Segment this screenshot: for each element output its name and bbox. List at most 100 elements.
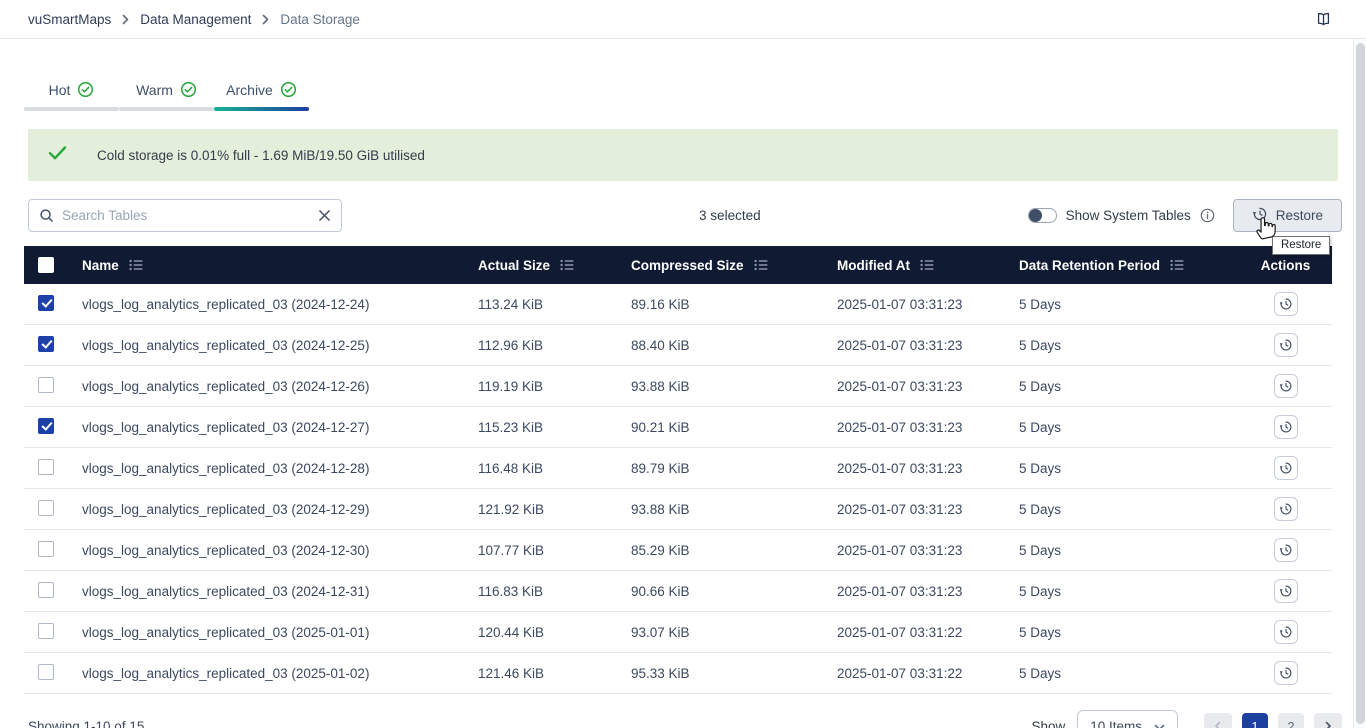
breadcrumb: vuSmartMaps Data Management Data Storage: [28, 12, 360, 27]
restore-button[interactable]: Restore: [1232, 199, 1342, 232]
row-checkbox[interactable]: [38, 540, 54, 557]
table-header-row: Name Actual Size Compressed Size Modifie…: [24, 246, 1332, 284]
column-filter-icon[interactable]: [560, 259, 574, 271]
tab-label: Archive: [226, 81, 273, 98]
check-circle-icon: [77, 81, 94, 98]
row-restore-button[interactable]: [1273, 374, 1298, 398]
table-controls: 3 selected Show System Tables Restore: [24, 199, 1342, 232]
row-restore-button[interactable]: [1273, 661, 1298, 685]
row-checkbox[interactable]: [38, 294, 54, 311]
chevron-right-icon: [121, 14, 130, 25]
row-name: vlogs_log_analytics_replicated_03 (2024-…: [82, 501, 370, 517]
table-row: vlogs_log_analytics_replicated_03 (2024-…: [24, 530, 1332, 571]
row-restore-button[interactable]: [1273, 456, 1298, 480]
tab-hot[interactable]: Hot: [24, 75, 119, 111]
page-2-button[interactable]: 2: [1278, 713, 1304, 728]
row-actual-size: 116.48 KiB: [478, 460, 544, 476]
row-checkbox[interactable]: [38, 581, 54, 598]
row-compressed-size: 89.16 KiB: [631, 296, 690, 312]
row-modified-at: 2025-01-07 03:31:23: [837, 378, 963, 394]
column-filter-icon[interactable]: [753, 259, 768, 271]
restore-button-label: Restore: [1275, 208, 1323, 223]
search-input[interactable]: [62, 208, 310, 223]
row-name: vlogs_log_analytics_replicated_03 (2024-…: [82, 583, 370, 599]
row-checkbox[interactable]: [38, 499, 54, 516]
row-compressed-size: 90.66 KiB: [631, 583, 690, 599]
row-checkbox[interactable]: [38, 622, 54, 639]
row-modified-at: 2025-01-07 03:31:23: [837, 296, 963, 312]
table-row: vlogs_log_analytics_replicated_03 (2024-…: [24, 448, 1332, 489]
table-row: vlogs_log_analytics_replicated_03 (2024-…: [24, 284, 1332, 325]
row-checkbox[interactable]: [38, 335, 54, 352]
row-restore-button[interactable]: [1273, 333, 1298, 357]
next-page-button[interactable]: [1314, 713, 1342, 728]
column-filter-icon[interactable]: [1170, 259, 1184, 271]
cold-storage-status-banner: Cold storage is 0.01% full - 1.69 MiB/19…: [28, 129, 1338, 181]
row-checkbox[interactable]: [38, 663, 54, 680]
pagination: 1 2: [1204, 713, 1342, 728]
row-retention: 5 Days: [1019, 501, 1062, 517]
row-checkbox[interactable]: [38, 417, 54, 434]
tab-underline: [119, 107, 214, 111]
row-compressed-size: 93.88 KiB: [631, 378, 690, 394]
row-modified-at: 2025-01-07 03:31:23: [837, 583, 963, 599]
vertical-scrollbar: [1353, 39, 1366, 728]
row-restore-button[interactable]: [1273, 415, 1298, 439]
search-box: [28, 199, 342, 232]
row-modified-at: 2025-01-07 03:31:23: [837, 501, 963, 517]
row-retention: 5 Days: [1019, 583, 1062, 599]
table-body: vlogs_log_analytics_replicated_03 (2024-…: [24, 284, 1332, 694]
column-header-actual-size: Actual Size: [478, 257, 551, 273]
row-actual-size: 113.24 KiB: [478, 296, 544, 312]
row-restore-button[interactable]: [1273, 497, 1298, 521]
row-checkbox[interactable]: [38, 376, 54, 393]
column-header-modified-at: Modified At: [837, 257, 910, 273]
row-restore-button[interactable]: [1273, 620, 1298, 644]
column-filter-icon[interactable]: [129, 259, 143, 271]
row-compressed-size: 93.07 KiB: [631, 624, 690, 640]
row-compressed-size: 88.40 KiB: [631, 337, 690, 353]
row-restore-button[interactable]: [1273, 292, 1298, 316]
page-size-value: 10 Items: [1090, 718, 1142, 728]
info-icon[interactable]: [1200, 208, 1215, 223]
row-name: vlogs_log_analytics_replicated_03 (2025-…: [82, 665, 370, 681]
row-actual-size: 119.19 KiB: [478, 378, 544, 394]
table-row: vlogs_log_analytics_replicated_03 (2024-…: [24, 489, 1332, 530]
row-name: vlogs_log_analytics_replicated_03 (2024-…: [82, 542, 370, 558]
row-checkbox[interactable]: [38, 458, 54, 475]
tab-warm[interactable]: Warm: [119, 75, 214, 111]
top-bar: vuSmartMaps Data Management Data Storage: [0, 0, 1366, 39]
page-1-button[interactable]: 1: [1242, 713, 1268, 728]
prev-page-button[interactable]: [1204, 713, 1232, 728]
documentation-book-icon[interactable]: [1315, 11, 1332, 28]
scrollbar-thumb[interactable]: [1356, 43, 1365, 724]
select-all-checkbox[interactable]: [38, 257, 54, 273]
page-size-dropdown[interactable]: 10 Items: [1077, 709, 1178, 728]
row-actual-size: 107.77 KiB: [478, 542, 545, 558]
row-name: vlogs_log_analytics_replicated_03 (2025-…: [82, 624, 370, 640]
row-compressed-size: 85.29 KiB: [631, 542, 690, 558]
column-filter-icon[interactable]: [920, 259, 934, 271]
table-row: vlogs_log_analytics_replicated_03 (2025-…: [24, 612, 1332, 653]
row-retention: 5 Days: [1019, 460, 1062, 476]
banner-message: Cold storage is 0.01% full - 1.69 MiB/19…: [97, 147, 425, 163]
row-restore-button[interactable]: [1273, 579, 1298, 603]
show-label: Show: [1031, 718, 1066, 728]
row-actual-size: 121.46 KiB: [478, 665, 545, 681]
show-system-tables-toggle[interactable]: [1027, 208, 1057, 223]
row-name: vlogs_log_analytics_replicated_03 (2024-…: [82, 337, 370, 353]
search-icon: [39, 208, 54, 223]
tab-label: Warm: [136, 81, 173, 98]
table-row: vlogs_log_analytics_replicated_03 (2024-…: [24, 366, 1332, 407]
row-restore-button[interactable]: [1273, 538, 1298, 562]
restore-clock-icon: [1252, 206, 1268, 225]
breadcrumb-data-management[interactable]: Data Management: [140, 11, 252, 27]
clear-search-icon[interactable]: [318, 209, 331, 222]
row-compressed-size: 93.88 KiB: [631, 501, 690, 517]
breadcrumb-vusmartmaps[interactable]: vuSmartMaps: [28, 11, 112, 27]
row-retention: 5 Days: [1019, 419, 1062, 435]
tab-underline-active: [214, 107, 309, 111]
storage-tier-tabs: Hot Warm Archive: [24, 75, 1366, 111]
column-header-name: Name: [82, 257, 119, 273]
tab-archive[interactable]: Archive: [214, 75, 309, 111]
